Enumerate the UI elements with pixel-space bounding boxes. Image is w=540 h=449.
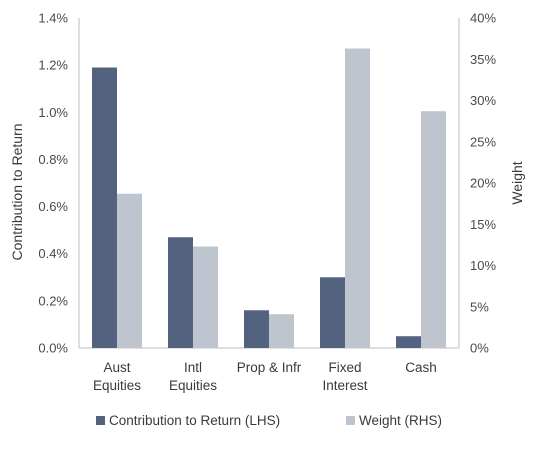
category-label: Cash [405,360,437,375]
category-label: Intl Equities [169,360,217,393]
category-label: Fixed Interest [322,360,367,393]
left-axis-ticks: 0.0% 0.2% 0.4% 0.6% 0.8% 1.0% 1.2% 1.4% [38,11,68,356]
contribution-bar-2 [244,310,269,348]
legend-label-contribution: Contribution to Return (LHS) [109,413,281,428]
left-tick-label: 0.8% [38,152,68,167]
contribution-bar-1 [168,237,193,348]
right-tick-label: 20% [470,176,496,191]
left-tick-label: 0.0% [38,341,68,356]
weight-bar-4 [421,111,446,348]
category-label: Prop & Infr [237,360,302,375]
category-labels: Aust Equities Intl Equities Prop & Infr Fixed… [93,360,437,393]
left-tick-label: 1.0% [38,105,68,120]
legend-item-contribution: Contribution to Return (LHS) [96,413,280,428]
weight-bar-0 [117,193,142,348]
legend-item-weight: Weight (RHS) [346,413,442,428]
right-tick-label: 40% [470,11,496,26]
bars [92,48,446,349]
weight-bar-1 [193,246,218,348]
right-tick-label: 5% [470,299,489,314]
legend-label-weight: Weight (RHS) [359,413,443,428]
right-axis-title: Weight [509,161,525,204]
right-tick-label: 35% [470,52,496,67]
weight-bar-2 [269,314,294,348]
right-tick-label: 25% [470,134,496,149]
left-tick-label: 0.4% [38,246,68,261]
legend-swatch-contribution [96,416,105,425]
right-axis-ticks: 0% 5% 10% 15% 20% 25% 30% 35% 40% [470,11,496,356]
left-tick-label: 0.6% [38,199,68,214]
right-tick-label: 0% [470,341,489,356]
weight-bar-3 [345,48,370,349]
legend: Contribution to Return (LHS) Weight (RHS… [0,413,540,433]
contribution-bar-4 [396,336,421,348]
left-tick-label: 1.4% [38,11,68,26]
category-label: Aust Equities [93,360,141,393]
right-tick-label: 15% [470,217,496,232]
legend-swatch-weight [346,416,355,425]
contribution-bar-3 [320,277,345,348]
left-tick-label: 0.2% [38,293,68,308]
left-tick-label: 1.2% [38,58,68,73]
contribution-bar-0 [92,67,117,348]
right-tick-label: 30% [470,93,496,108]
left-axis-title: Contribution to Return [9,124,25,261]
right-tick-label: 10% [470,258,496,273]
